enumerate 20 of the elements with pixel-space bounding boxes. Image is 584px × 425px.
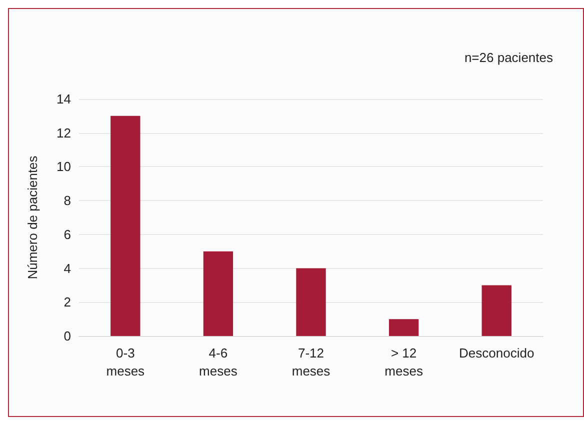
y-tick-label: 2	[64, 294, 71, 310]
x-tick-label: Desconocido	[459, 346, 534, 360]
y-tick-label: 0	[64, 328, 71, 344]
x-tick-label: 0-3 meses	[106, 346, 146, 378]
bar	[388, 319, 419, 336]
text: n=26 pacientes	[464, 50, 554, 65]
y-tick-label: 14	[56, 92, 71, 106]
x-tick-label: 7-12 meses	[292, 346, 331, 378]
bar	[482, 285, 512, 336]
y-axis-title: Número de pacientes	[25, 155, 40, 280]
y-tick-label: 6	[64, 226, 71, 242]
y-tick-label: 12	[56, 125, 71, 140]
bar	[110, 116, 140, 336]
y-tick-label: 10	[56, 159, 71, 174]
x-tick-label: > 12 meses	[384, 346, 424, 378]
x-tick-label: 4-6 meses	[199, 346, 238, 378]
bar	[203, 251, 234, 336]
y-tick-label: 8	[64, 193, 71, 208]
y-tick-label: 4	[64, 260, 71, 276]
bar	[296, 268, 326, 336]
